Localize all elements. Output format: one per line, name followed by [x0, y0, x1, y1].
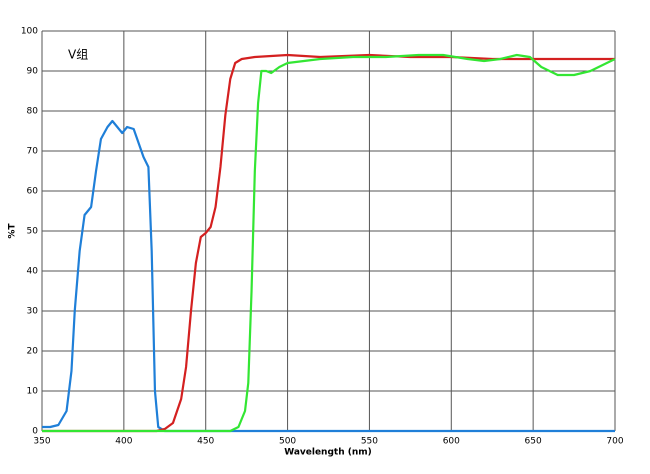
x-tick-label: 350 — [33, 437, 50, 447]
y-tick-label: 0 — [32, 427, 38, 437]
y-tick-label: 40 — [27, 267, 39, 277]
x-tick-label: 700 — [606, 437, 623, 447]
x-tick-label: 650 — [525, 437, 542, 447]
annotation: V组 — [68, 48, 88, 62]
y-tick-label: 60 — [27, 187, 39, 197]
x-axis-label: Wavelength (nm) — [284, 448, 372, 458]
y-tick-label: 90 — [27, 67, 39, 77]
y-tick-label: 70 — [27, 147, 39, 157]
series-line — [42, 53, 616, 433]
y-tick-label: 20 — [27, 347, 39, 357]
series-line — [42, 119, 615, 433]
y-tick-label: 10 — [27, 387, 39, 397]
y-tick-label: 100 — [21, 27, 38, 37]
y-axis-label: %T — [8, 223, 18, 239]
series-line — [42, 53, 615, 433]
y-tick-label: 50 — [27, 227, 39, 237]
x-tick-label: 400 — [115, 437, 132, 447]
x-tick-label: 450 — [197, 437, 214, 447]
y-tick-label: 30 — [27, 307, 39, 317]
y-tick-label: 80 — [27, 107, 39, 117]
x-tick-label: 600 — [443, 437, 460, 447]
x-tick-label: 500 — [279, 437, 296, 447]
x-tick-label: 550 — [361, 437, 378, 447]
